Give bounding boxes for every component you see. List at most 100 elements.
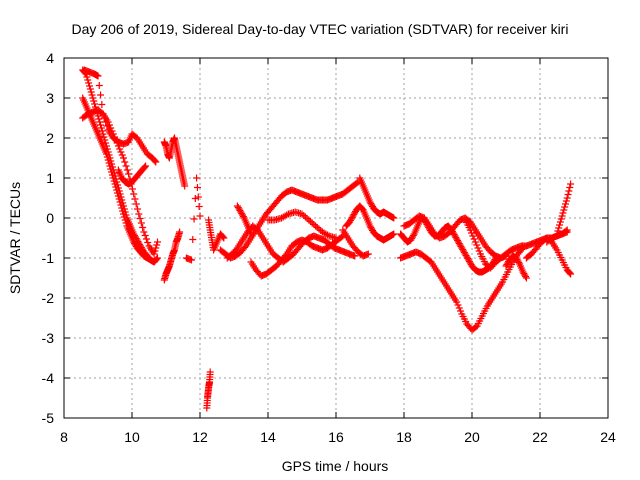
chart-title: Day 206 of 2019, Sidereal Day-to-day VTE… <box>72 21 569 37</box>
data-point <box>125 170 133 178</box>
trace-arc-9 <box>203 368 214 412</box>
data-point <box>460 249 468 256</box>
data-point <box>103 153 111 161</box>
data-point <box>206 368 214 376</box>
data-point <box>455 304 463 312</box>
data-point <box>131 195 139 203</box>
data-point <box>348 214 356 221</box>
data-point <box>236 207 244 214</box>
y-tick-label: -4 <box>42 370 55 386</box>
trace-arc-4 <box>80 66 160 166</box>
data-point <box>151 247 159 255</box>
data-point <box>134 205 142 213</box>
data-point <box>154 254 161 262</box>
data-point <box>566 269 574 277</box>
data-point <box>502 262 510 270</box>
data-point <box>139 224 147 231</box>
y-tick-label: -3 <box>42 330 55 346</box>
data-point <box>86 82 93 90</box>
data-point <box>464 255 472 262</box>
data-point <box>117 201 125 209</box>
data-point <box>176 228 184 236</box>
data-point <box>283 211 291 219</box>
data-point <box>100 114 108 122</box>
data-point <box>451 232 459 240</box>
data-point <box>555 224 563 232</box>
data-point <box>97 124 105 132</box>
data-point <box>90 97 98 105</box>
data-point <box>301 213 309 221</box>
y-tick-label: 0 <box>46 210 54 226</box>
data-point <box>87 88 95 96</box>
data-point <box>346 218 354 226</box>
data-point <box>469 232 477 240</box>
data-point <box>108 168 116 176</box>
data-point <box>460 247 467 255</box>
y-tick-label: 2 <box>46 130 54 146</box>
data-point <box>459 246 467 253</box>
trace-arc-8 <box>182 174 204 264</box>
data-point <box>106 162 114 170</box>
data-point <box>118 151 126 159</box>
data-point <box>455 240 463 247</box>
data-point <box>408 235 416 242</box>
data-point <box>559 209 567 217</box>
data-point <box>409 232 417 239</box>
data-point <box>136 215 144 222</box>
data-point <box>190 215 198 223</box>
data-point <box>367 224 375 231</box>
data-points <box>79 66 575 412</box>
trace-arc-7 <box>160 228 184 284</box>
y-axis-label: SDTVAR / TECUs <box>7 182 23 294</box>
data-point <box>461 250 469 258</box>
y-tick-labels: -5 -4 -3 -2 -1 0 1 2 3 4 <box>42 50 55 426</box>
data-point <box>235 205 243 213</box>
data-point <box>152 158 160 166</box>
data-point <box>519 268 527 276</box>
data-point <box>512 254 520 262</box>
data-point <box>458 244 466 252</box>
data-point <box>116 198 124 206</box>
data-point <box>560 206 568 214</box>
trace-arc-16 <box>342 202 398 244</box>
data-point <box>347 215 355 223</box>
data-point <box>191 195 199 202</box>
data-point <box>220 234 228 242</box>
data-point <box>119 207 127 215</box>
data-point <box>130 238 138 246</box>
y-tick-label: 3 <box>46 90 54 106</box>
data-point <box>350 211 358 218</box>
data-point <box>468 229 476 237</box>
data-point <box>117 148 125 156</box>
data-point <box>121 158 129 166</box>
data-point <box>97 121 105 129</box>
data-point <box>465 258 473 265</box>
trace-arc-25 <box>553 180 575 238</box>
data-point <box>454 301 462 309</box>
data-point <box>567 270 575 278</box>
data-point <box>310 221 318 228</box>
trace-arc-2 <box>79 94 158 266</box>
data-point <box>109 174 117 182</box>
data-point <box>452 234 460 241</box>
trace-arc-5 <box>114 162 150 188</box>
data-point <box>96 118 104 126</box>
data-point <box>95 115 103 123</box>
data-point <box>132 200 140 208</box>
data-point <box>303 215 311 222</box>
x-tick-label: 8 <box>60 429 68 445</box>
trace-arc-12 <box>223 222 359 266</box>
data-point <box>390 214 398 222</box>
data-point <box>122 162 130 170</box>
data-point <box>504 259 512 267</box>
data-point <box>120 210 127 218</box>
data-point <box>189 236 197 243</box>
data-point <box>471 238 479 246</box>
data-point <box>556 221 564 229</box>
data-point <box>463 253 471 261</box>
x-tick-label: 24 <box>600 429 616 445</box>
data-point <box>91 100 99 108</box>
data-point <box>565 187 573 195</box>
data-point <box>450 231 458 238</box>
data-point <box>144 239 152 246</box>
